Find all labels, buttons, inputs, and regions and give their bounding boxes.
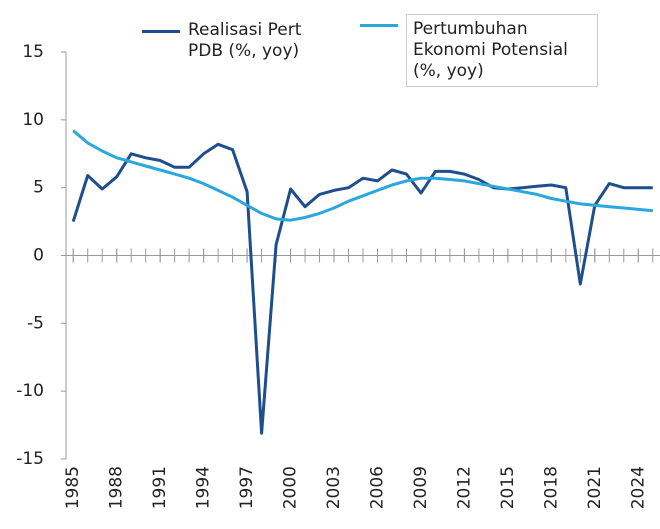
x-tick-label: 2018 — [541, 466, 561, 509]
x-tick-label: 1991 — [150, 466, 170, 509]
x-tick-label: 1988 — [107, 466, 127, 509]
x-tick-label: 2024 — [628, 466, 648, 509]
legend-entry: Realisasi Pert PDB (%, yoy) — [138, 14, 321, 68]
legend-label: Realisasi Pert PDB (%, yoy) — [188, 20, 302, 61]
x-tick-label: 2015 — [498, 466, 518, 509]
legend-swatch — [142, 30, 180, 33]
legend-swatch — [360, 24, 398, 27]
legend-label: Pertumbuhan Ekonomi Potensial (%, yoy) — [406, 14, 598, 87]
y-tick-label: 10 — [22, 110, 44, 130]
y-tick-label: -15 — [16, 449, 44, 469]
x-tick-label: 1985 — [63, 466, 83, 509]
y-tick-label: 0 — [33, 246, 44, 266]
legend-entry: Pertumbuhan Ekonomi Potensial (%, yoy) — [356, 8, 602, 93]
x-tick-label: 2006 — [367, 466, 387, 509]
x-tick-label: 2009 — [411, 466, 431, 509]
y-tick-label: 15 — [22, 42, 44, 62]
y-tick-label: -10 — [16, 381, 44, 401]
x-tick-label: 2012 — [454, 466, 474, 509]
x-tick-label: 2000 — [281, 466, 301, 509]
y-tick-label: -5 — [27, 313, 44, 333]
x-tick-label: 2021 — [585, 466, 605, 509]
x-tick-label: 1994 — [194, 466, 214, 509]
x-tick-label: 2003 — [324, 466, 344, 509]
x-tick-label: 1997 — [237, 466, 257, 509]
line-series — [72, 129, 653, 222]
y-tick-label: 5 — [33, 178, 44, 198]
line-series — [71, 142, 653, 435]
